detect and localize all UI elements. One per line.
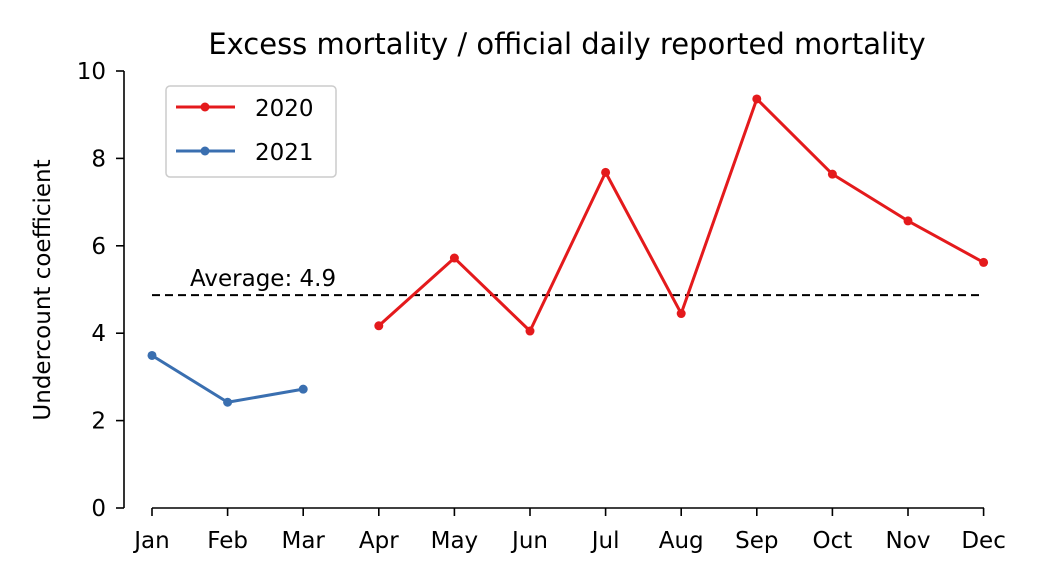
x-tick-label: Sep xyxy=(735,528,778,554)
y-tick-label: 4 xyxy=(91,321,106,347)
y-tick-label: 0 xyxy=(91,496,106,522)
data-point-2020 xyxy=(752,94,762,104)
series-line-2020 xyxy=(377,97,985,333)
y-tick-label: 10 xyxy=(77,59,106,85)
data-point-2020 xyxy=(374,321,384,331)
series-layer xyxy=(147,94,989,407)
data-point-2020 xyxy=(827,169,837,179)
x-tick-label: Jul xyxy=(590,528,620,554)
y-tick-label: 8 xyxy=(91,146,106,172)
legend-marker-2021 xyxy=(200,146,210,156)
x-tick-label: Aug xyxy=(659,528,704,554)
data-point-2020 xyxy=(601,167,611,177)
data-point-2020 xyxy=(979,257,989,267)
chart-title: Excess mortality / official daily report… xyxy=(208,27,925,61)
x-tick-label: Oct xyxy=(813,528,853,554)
y-tick-label: 2 xyxy=(91,409,106,435)
data-point-2020 xyxy=(525,326,535,336)
data-point-2021 xyxy=(298,384,308,394)
x-tick-label: Feb xyxy=(207,528,248,554)
x-tick-label: Jan xyxy=(132,528,169,554)
data-point-2020 xyxy=(449,253,459,263)
x-tick-label: Jun xyxy=(510,528,548,554)
series-line-2021 xyxy=(151,354,304,404)
data-point-2021 xyxy=(147,350,157,360)
y-ticks: 0 2 4 6 8 10 xyxy=(77,59,124,522)
data-point-2020 xyxy=(903,216,913,226)
x-ticks: Jan Feb Mar Apr May Jun Jul Aug Sep Oct Nov Dec xyxy=(132,508,1006,554)
data-point-2020 xyxy=(676,309,686,319)
legend-label-2021: 2021 xyxy=(255,140,314,166)
y-axis-label: Undercount coefficient xyxy=(30,159,56,420)
y-tick-label: 6 xyxy=(91,234,106,260)
average-label: Average: 4.9 xyxy=(190,266,336,292)
x-tick-label: Nov xyxy=(886,528,931,554)
x-tick-label: Dec xyxy=(961,528,1006,554)
legend-label-2020: 2020 xyxy=(255,96,314,122)
legend: 2020 2021 xyxy=(165,85,337,178)
legend-marker-2020 xyxy=(200,102,210,112)
x-tick-label: May xyxy=(431,528,479,554)
x-tick-label: Apr xyxy=(359,528,399,554)
data-point-2021 xyxy=(223,397,233,407)
x-tick-label: Mar xyxy=(281,528,325,554)
